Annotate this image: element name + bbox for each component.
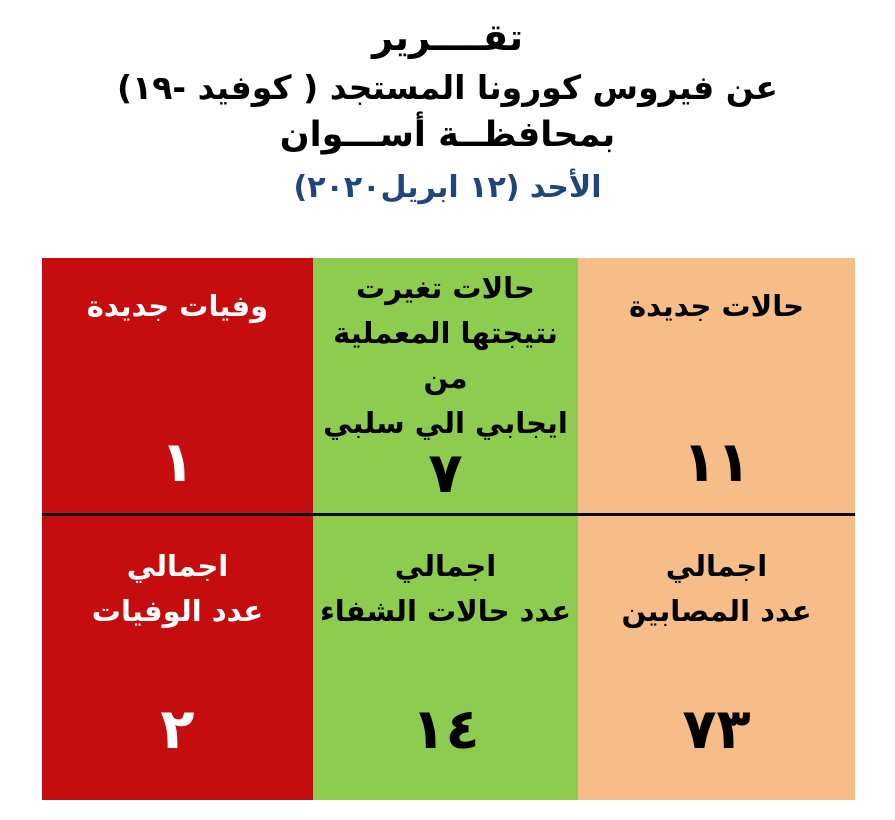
- total-recovered-label: اجمالي عدد حالات الشفاء: [319, 549, 572, 628]
- new-cases-label: حالات جديدة: [628, 289, 805, 323]
- report-title-line1: تقــــرير: [371, 16, 524, 59]
- new-cases-value: ١١: [682, 430, 751, 495]
- cell-lab-result-changed: حالات تغيرت نتيجتها المعملية من ايجابي ا…: [313, 258, 578, 513]
- cell-new-deaths: وفيات جديدة ١: [42, 258, 313, 513]
- cell-total-recovered: اجمالي عدد حالات الشفاء ١٤: [313, 516, 578, 800]
- new-deaths-label: وفيات جديدة: [86, 289, 269, 323]
- report-header: تقــــرير عن فيروس كورونا المستجد ( كوفي…: [0, 0, 895, 210]
- report-title-line2: عن فيروس كورونا المستجد ( كوفيد -١٩): [117, 67, 778, 107]
- cell-total-infected: اجمالي عدد المصابين ٧٣: [578, 516, 855, 800]
- stats-table-top-row: حالات جديدة ١١ حالات تغيرت نتيجتها المعم…: [42, 258, 855, 513]
- lab-result-changed-value: ٧: [428, 440, 463, 506]
- cell-total-deaths: اجمالي عدد الوفيات ٢: [42, 516, 313, 800]
- total-deaths-label: اجمالي عدد الوفيات: [91, 549, 264, 628]
- total-infected-value: ٧٣: [682, 697, 751, 762]
- total-recovered-value: ١٤: [411, 697, 480, 762]
- new-deaths-value: ١: [160, 430, 195, 495]
- total-infected-label: اجمالي عدد المصابين: [621, 549, 812, 628]
- lab-result-changed-label: حالات تغيرت نتيجتها المعملية من ايجابي ا…: [323, 271, 568, 440]
- report-title-line3: بمحافظــة أســـوان: [279, 115, 616, 156]
- report-date: الأحد (١٢ ابريل٢٠٢٠): [293, 170, 602, 206]
- stats-table-bottom-row: اجمالي عدد المصابين ٧٣ اجمالي عدد حالات …: [42, 513, 855, 800]
- total-deaths-value: ٢: [160, 697, 195, 762]
- cell-new-cases: حالات جديدة ١١: [578, 258, 855, 513]
- stats-table: حالات جديدة ١١ حالات تغيرت نتيجتها المعم…: [42, 258, 855, 800]
